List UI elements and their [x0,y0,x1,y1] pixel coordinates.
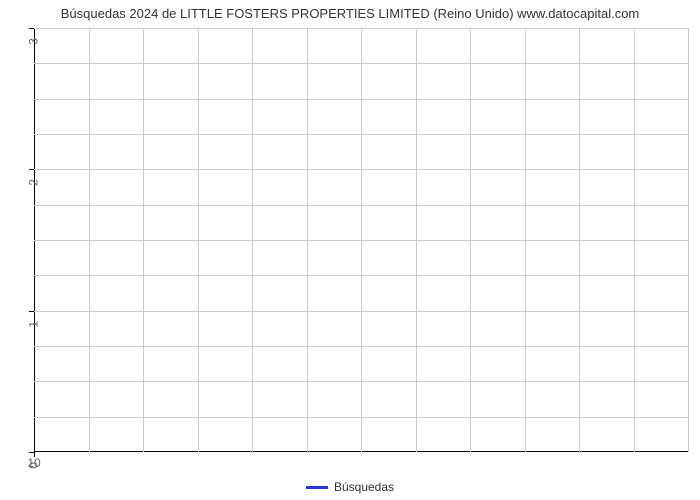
gridline-v [89,28,90,452]
chart-title: Búsquedas 2024 de LITTLE FOSTERS PROPERT… [0,6,700,21]
y-tick-label: 1 [27,311,41,328]
legend: Búsquedas [0,480,700,494]
legend-label: Búsquedas [334,480,394,494]
gridline-v [470,28,471,452]
chart-container: Búsquedas 2024 de LITTLE FOSTERS PROPERT… [0,0,700,500]
gridline-v [525,28,526,452]
plot-area: 012310 [34,28,688,452]
gridline-v [579,28,580,452]
y-tick-label: 2 [27,169,41,186]
legend-swatch [306,486,328,489]
y-tick-mark [29,311,34,312]
y-tick-label: 3 [27,28,41,45]
y-tick-mark [29,28,34,29]
gridline-v [688,28,689,452]
gridline-v [143,28,144,452]
gridline-v [307,28,308,452]
gridline-v [252,28,253,452]
gridline-v [198,28,199,452]
x-tick-mark [34,452,35,457]
gridline-v [416,28,417,452]
gridline-v [634,28,635,452]
y-tick-mark [29,169,34,170]
gridline-v [361,28,362,452]
